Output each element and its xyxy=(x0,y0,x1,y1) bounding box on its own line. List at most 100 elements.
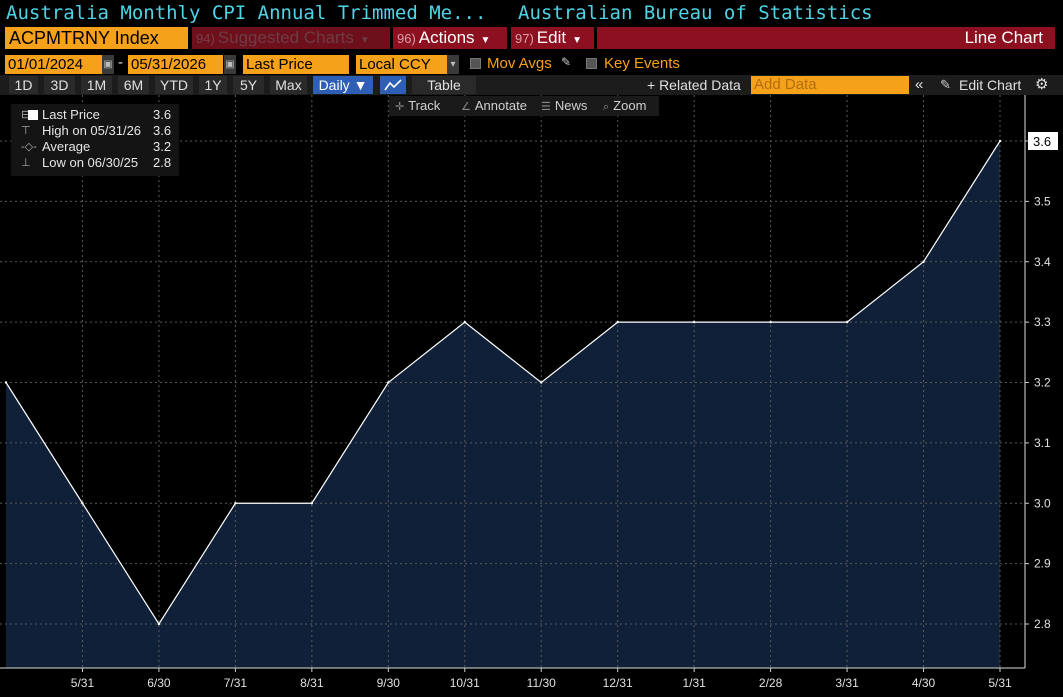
series-line xyxy=(5,140,1001,626)
chart-legend: ⊟ Last Price 3.6 ⊤ High on 05/31/26 3.6 … xyxy=(11,104,179,176)
edit-number: 97) xyxy=(515,31,534,46)
x-tick-label: 5/31 xyxy=(71,676,95,690)
data-source: Australian Bureau of Statistics xyxy=(518,2,873,24)
add-data-input[interactable]: Add Data xyxy=(751,76,909,94)
command-bar: ACPMTRNY Index 94) Suggested Charts ▼ 96) A… xyxy=(0,26,1063,50)
chevron-down-icon: ▼ xyxy=(359,35,370,46)
gear-icon[interactable]: ⚙ xyxy=(1035,76,1049,93)
chart-type-selector[interactable]: Line Chart xyxy=(597,27,1055,49)
table-button[interactable]: Table xyxy=(412,76,476,94)
range-ytd[interactable]: YTD xyxy=(155,76,193,94)
crosshair-icon: ✛ xyxy=(395,101,405,113)
range-6m[interactable]: 6M xyxy=(118,76,149,94)
y-tick-label: 3.5 xyxy=(1034,194,1051,208)
calendar-icon[interactable]: ▣ xyxy=(102,55,114,74)
annotate-icon: ∠ xyxy=(461,101,471,113)
suggested-charts-button[interactable]: 94) Suggested Charts ▼ xyxy=(192,27,390,49)
y-tick-label: 3.2 xyxy=(1034,376,1051,390)
expand-icon: ⊟ xyxy=(21,109,31,121)
range-1y[interactable]: 1Y xyxy=(199,76,227,94)
legend-low-value: 2.8 xyxy=(153,155,172,170)
options-bar: 01/01/2024 ▣ - 05/31/2026 ▣ Last Price L… xyxy=(0,54,1063,75)
data-point xyxy=(81,502,84,505)
track-tool[interactable]: ✛ Track xyxy=(395,97,440,115)
data-point xyxy=(692,320,696,324)
price-chart[interactable]: 2.8 2.9 3.0 3.1 3.2 3.3 3.4 3.5 5/31 6/30 7/31 8/31… xyxy=(0,95,1063,697)
zoom-tool[interactable]: ⌕ Zoom xyxy=(603,97,646,115)
x-tick-label: 5/31 xyxy=(988,676,1012,690)
range-bar: 1D 3D 1M 6M YTD 1Y 5Y Max Daily ▼ Table … xyxy=(0,75,1063,95)
x-tick-label: 11/30 xyxy=(527,676,556,690)
legend-last-price[interactable]: ⊟ Last Price 3.6 xyxy=(15,107,175,123)
date-separator: - xyxy=(118,54,123,71)
x-tick-label: 4/30 xyxy=(912,676,936,690)
actions-button[interactable]: 96) Actions ▼ xyxy=(393,27,507,49)
edit-chart-button[interactable]: Edit Chart xyxy=(959,77,1022,93)
x-tick-label: 6/30 xyxy=(147,676,171,690)
legend-high: ⊤ High on 05/31/26 3.6 xyxy=(15,123,175,139)
security-title: Australia Monthly CPI Annual Trimmed Me.… xyxy=(6,2,487,24)
x-tick-label: 12/31 xyxy=(603,676,633,690)
frequency-selector[interactable]: Daily ▼ xyxy=(313,76,373,94)
suggested-charts-number: 94) xyxy=(196,31,215,46)
series-area xyxy=(6,141,1000,668)
data-point xyxy=(234,502,237,505)
chevron-down-icon[interactable]: ▾ xyxy=(447,55,459,74)
key-events-checkbox[interactable] xyxy=(586,58,597,69)
edit-label: Edit xyxy=(536,28,567,47)
data-point xyxy=(4,381,8,384)
track-label: Track xyxy=(408,98,441,113)
pencil-icon[interactable]: ✎ xyxy=(940,77,951,92)
related-data-button[interactable]: + Related Data xyxy=(647,77,741,93)
suggested-charts-label: Suggested Charts xyxy=(217,28,354,47)
range-5y[interactable]: 5Y xyxy=(233,76,264,94)
range-max[interactable]: Max xyxy=(270,76,307,94)
data-point xyxy=(387,381,390,384)
range-1m[interactable]: 1M xyxy=(81,76,112,94)
x-tick-label: 2/28 xyxy=(759,676,783,690)
currency-selector[interactable]: Local CCY xyxy=(356,55,447,74)
x-tick-label: 10/31 xyxy=(450,676,480,690)
range-1d[interactable]: 1D xyxy=(9,76,38,94)
x-tick-label: 3/31 xyxy=(835,676,859,690)
annotate-tool[interactable]: ∠ Annotate xyxy=(461,97,527,115)
mov-avgs-checkbox[interactable] xyxy=(470,58,481,69)
key-events-label: Key Events xyxy=(604,55,680,72)
series-swatch xyxy=(28,110,38,120)
last-value-label: 3.6 xyxy=(1033,134,1051,149)
calendar-icon[interactable]: ▣ xyxy=(224,55,236,74)
end-date-input[interactable]: 05/31/2026 xyxy=(128,55,223,74)
data-point xyxy=(540,381,543,384)
y-tick-label: 3.4 xyxy=(1034,255,1051,269)
data-point xyxy=(845,320,849,324)
range-3d[interactable]: 3D xyxy=(44,76,75,94)
y-tick-label: 3.1 xyxy=(1034,436,1051,450)
x-tick-label: 1/31 xyxy=(682,676,706,690)
legend-low-label: Low on 06/30/25 xyxy=(42,155,139,170)
line-chart-icon[interactable] xyxy=(380,76,406,94)
average-marker-icon: -◇- xyxy=(21,141,37,153)
collapse-icon[interactable]: « xyxy=(915,76,924,93)
start-date-input[interactable]: 01/01/2024 xyxy=(5,55,102,74)
chevron-down-icon: ▼ xyxy=(480,35,491,46)
data-point xyxy=(463,320,466,324)
data-point xyxy=(157,622,161,626)
pencil-icon[interactable]: ✎ xyxy=(561,55,572,69)
news-label: News xyxy=(554,98,588,113)
actions-label: Actions xyxy=(418,28,475,47)
field-selector[interactable]: Last Price xyxy=(243,55,349,74)
chevron-down-icon: ▼ xyxy=(572,35,582,46)
legend-average: -◇- Average 3.2 xyxy=(15,139,175,155)
zoom-icon: ⌕ xyxy=(603,101,610,113)
legend-last-label: Last Price xyxy=(42,107,100,122)
news-tool[interactable]: ☰ News xyxy=(541,97,587,115)
chart-tool-strip: ✛ Track ∠ Annotate ☰ News ⌕ Zoom xyxy=(389,96,659,116)
last-value-box xyxy=(1028,132,1058,150)
legend-average-value: 3.2 xyxy=(153,139,172,154)
x-tick-label: 7/31 xyxy=(224,676,248,690)
legend-high-value: 3.6 xyxy=(153,123,172,138)
ticker-field[interactable]: ACPMTRNY Index xyxy=(5,27,188,49)
edit-button[interactable]: 97) Edit ▼ xyxy=(511,27,594,49)
data-point xyxy=(769,320,772,324)
annotate-label: Annotate xyxy=(474,98,527,113)
